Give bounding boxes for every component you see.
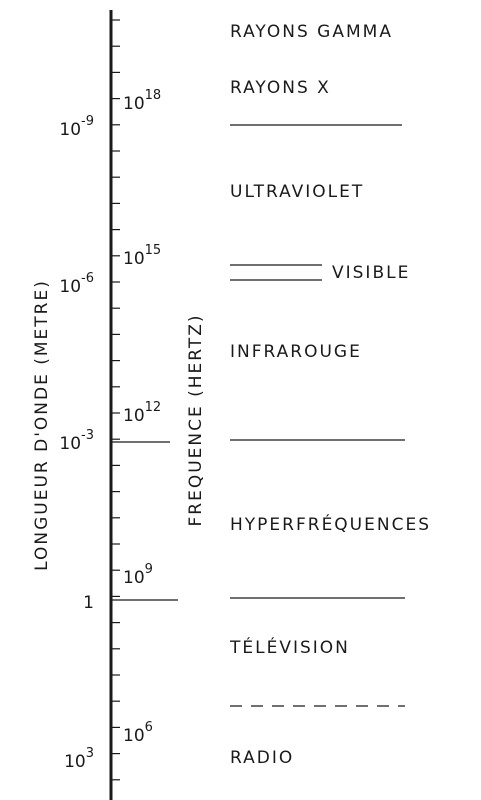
band-label: TÉLÉVISION xyxy=(229,636,350,658)
label-base: 1 xyxy=(83,593,94,613)
scale-label: 1 xyxy=(83,593,94,613)
label-base: 10 xyxy=(123,406,145,426)
label-base: 10 xyxy=(59,277,81,297)
band-label: RADIO xyxy=(230,748,294,768)
label-exponent: 15 xyxy=(145,243,162,258)
band-label: VISIBLE xyxy=(332,263,410,283)
label-base: 10 xyxy=(123,726,145,746)
label-exponent: -6 xyxy=(81,271,94,286)
label-base: 10 xyxy=(123,568,145,588)
scale-label: 1012 xyxy=(123,400,161,427)
scale-label: 1018 xyxy=(123,88,161,115)
label-base: 10 xyxy=(123,249,145,269)
scale-label: 10-6 xyxy=(59,271,94,298)
scale-label: 1015 xyxy=(123,243,161,270)
scale-label: 10-9 xyxy=(59,114,94,141)
label-exponent: -3 xyxy=(81,428,94,443)
label-exponent: 9 xyxy=(145,562,153,577)
label-base: 10 xyxy=(64,752,86,772)
label-base: 10 xyxy=(123,94,145,114)
scale-label: 109 xyxy=(123,562,153,589)
label-base: 10 xyxy=(59,434,81,454)
scale-label: 10-3 xyxy=(59,428,94,455)
label-exponent: 3 xyxy=(86,746,94,761)
frequency-axis-title: FREQUENCE (HERTZ) xyxy=(186,313,206,526)
label-base: 10 xyxy=(59,120,81,140)
scale-label: 106 xyxy=(123,720,153,747)
label-exponent: -9 xyxy=(81,114,94,129)
scale-label: 103 xyxy=(64,746,94,773)
band-label: ULTRAVIOLET xyxy=(230,182,364,202)
band-label: INFRAROUGE xyxy=(230,342,362,362)
band-label: HYPERFRÉQUENCES xyxy=(230,513,431,535)
wavelength-axis-title: LONGUEUR D'ONDE (METRE) xyxy=(32,279,52,571)
label-exponent: 6 xyxy=(145,720,153,735)
band-label: RAYONS GAMMA xyxy=(230,22,393,42)
band-label: RAYONS X xyxy=(230,78,331,98)
label-exponent: 18 xyxy=(145,88,162,103)
label-exponent: 12 xyxy=(145,400,162,415)
